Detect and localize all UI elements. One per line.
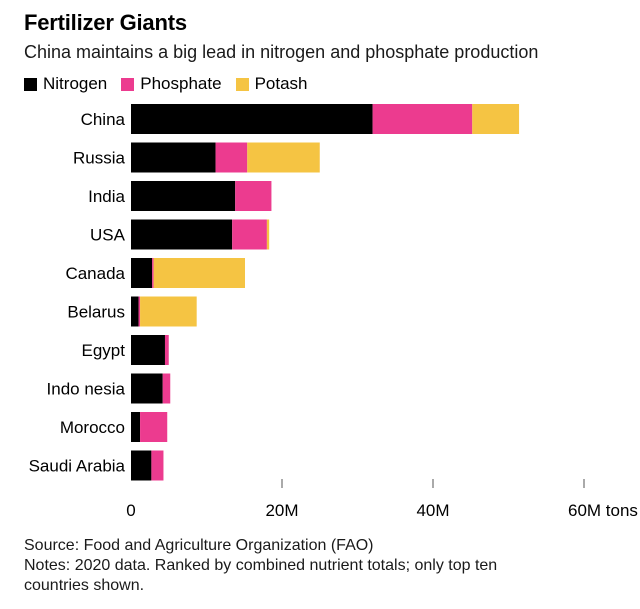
bar-russia-nitrogen xyxy=(131,142,216,173)
bar-india-nitrogen xyxy=(131,181,236,211)
bar-china-potash xyxy=(472,104,520,134)
bar-belarus-phosphate xyxy=(138,296,141,327)
x-tick-label-20m: 20M xyxy=(265,501,298,520)
bar-egypt-phosphate xyxy=(164,335,169,365)
notes-line-2: countries shown. xyxy=(24,577,145,594)
notes-line-1: Notes: 2020 data. Ranked by combined nut… xyxy=(24,557,498,574)
bar-indo-nesia-phosphate xyxy=(162,373,171,404)
x-tick-label-0: 0 xyxy=(126,501,135,520)
category-label-saudi-arabia: Saudi Arabia xyxy=(29,457,126,476)
category-label-china: China xyxy=(81,110,126,129)
chart-title: Fertilizer Giants xyxy=(24,10,187,35)
bar-canada-potash xyxy=(153,258,246,288)
bar-russia-potash xyxy=(247,142,320,173)
bar-china-nitrogen xyxy=(131,104,373,134)
bar-russia-phosphate xyxy=(215,142,248,173)
bar-morocco-nitrogen xyxy=(131,412,141,442)
bar-saudi-arabia-phosphate xyxy=(151,450,164,481)
legend-swatch-nitrogen xyxy=(24,77,37,91)
bar-usa-potash xyxy=(266,219,270,250)
legend-item-nitrogen: Nitrogen xyxy=(24,74,107,94)
legend-item-phosphate: Phosphate xyxy=(121,74,222,94)
legend-label-nitrogen: Nitrogen xyxy=(43,74,108,93)
x-tick-label-60m-tons: 60M tons xyxy=(568,501,638,520)
category-label-usa: USA xyxy=(90,226,126,245)
bar-china-phosphate xyxy=(372,104,473,134)
bar-usa-nitrogen xyxy=(131,219,233,250)
footer: Source: Food and Agriculture Organizatio… xyxy=(24,536,604,596)
legend-label-phosphate: Phosphate xyxy=(140,74,222,93)
category-label-belarus: Belarus xyxy=(67,303,125,322)
bar-india-phosphate xyxy=(235,181,272,211)
bar-saudi-arabia-nitrogen xyxy=(131,450,152,481)
bar-canada-phosphate xyxy=(152,258,154,288)
bar-indo-nesia-nitrogen xyxy=(131,373,163,404)
x-tick-label-40m: 40M xyxy=(416,501,449,520)
legend-item-potash: Potash xyxy=(235,74,308,94)
legend: Nitrogen Phosphate Potash xyxy=(24,74,322,94)
category-label-india: India xyxy=(88,187,125,206)
chart-subtitle: China maintains a big lead in nitrogen a… xyxy=(24,42,539,62)
bar-belarus-nitrogen xyxy=(131,296,139,327)
source-note: Source: Food and Agriculture Organizatio… xyxy=(24,537,374,554)
category-label-morocco: Morocco xyxy=(60,418,125,437)
bar-egypt-nitrogen xyxy=(131,335,165,365)
bar-canada-nitrogen xyxy=(131,258,153,288)
category-label-canada: Canada xyxy=(65,264,125,283)
legend-label-potash: Potash xyxy=(254,74,308,93)
category-label-indo-nesia: Indo nesia xyxy=(47,380,126,399)
bar-usa-phosphate xyxy=(232,219,267,250)
legend-swatch-potash xyxy=(235,77,249,91)
bar-morocco-phosphate xyxy=(140,412,168,442)
bar-belarus-potash xyxy=(140,296,197,327)
category-label-egypt: Egypt xyxy=(82,341,126,360)
legend-swatch-phosphate xyxy=(121,77,135,91)
category-label-russia: Russia xyxy=(73,149,126,168)
